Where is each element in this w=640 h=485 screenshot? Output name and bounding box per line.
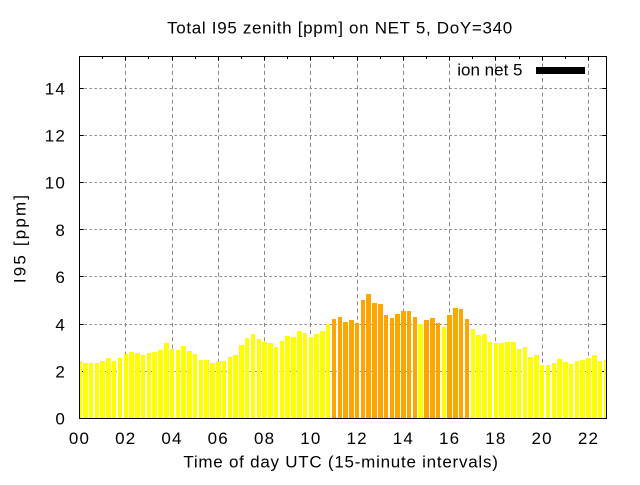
svg-text:20: 20 xyxy=(532,429,553,448)
svg-text:2: 2 xyxy=(55,363,66,382)
svg-text:00: 00 xyxy=(69,429,90,448)
svg-text:06: 06 xyxy=(208,429,229,448)
svg-text:ion net 5: ion net 5 xyxy=(457,61,522,80)
svg-text:4: 4 xyxy=(55,315,66,334)
svg-text:12: 12 xyxy=(45,127,66,146)
svg-text:Total I95 zenith [ppm] on NET: Total I95 zenith [ppm] on NET 5, DoY=340 xyxy=(167,18,513,37)
svg-text:22: 22 xyxy=(578,429,599,448)
svg-text:8: 8 xyxy=(55,221,66,240)
svg-text:18: 18 xyxy=(485,429,506,448)
svg-text:02: 02 xyxy=(115,429,136,448)
svg-text:12: 12 xyxy=(346,429,367,448)
svg-text:6: 6 xyxy=(55,268,66,287)
svg-text:Time of day UTC (15-minute int: Time of day UTC (15-minute intervals) xyxy=(183,453,498,472)
svg-text:0: 0 xyxy=(55,410,66,429)
svg-text:14: 14 xyxy=(45,79,66,98)
svg-text:16: 16 xyxy=(439,429,460,448)
svg-text:08: 08 xyxy=(254,429,275,448)
svg-text:10: 10 xyxy=(300,429,321,448)
svg-text:I95 [ppm]: I95 [ppm] xyxy=(11,193,30,283)
svg-text:14: 14 xyxy=(393,429,414,448)
svg-text:04: 04 xyxy=(161,429,182,448)
svg-text:10: 10 xyxy=(45,174,66,193)
